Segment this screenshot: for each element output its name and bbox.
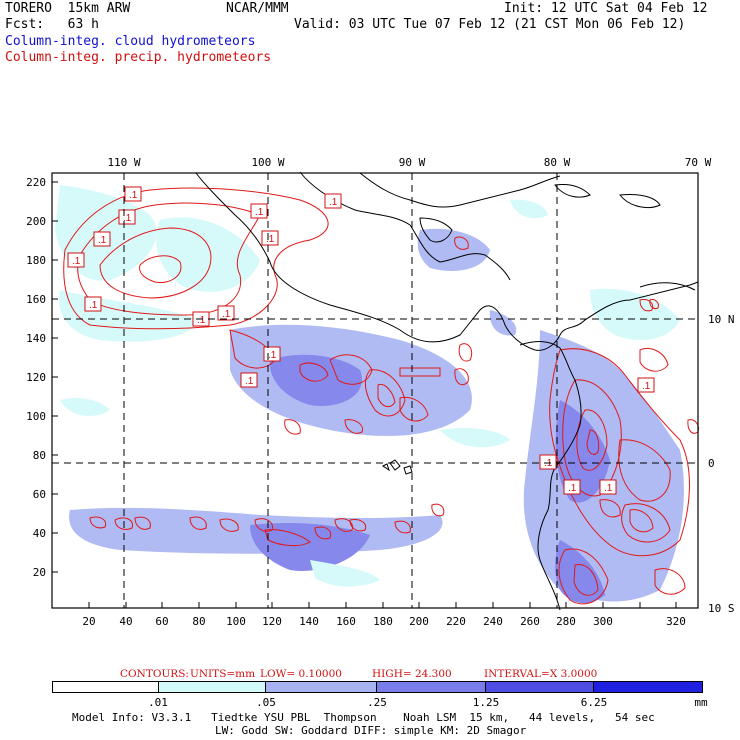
contour-label: .1 xyxy=(93,231,111,247)
x-tick-label: 320 xyxy=(666,615,686,628)
lon-label-90w: 90 W xyxy=(399,156,426,169)
init-time: Init: 12 UTC Sat 04 Feb 12 xyxy=(504,1,708,16)
svg-text:.1: .1 xyxy=(197,315,206,326)
contour-info-units: UNITS=mm xyxy=(190,668,255,680)
svg-text:.1: .1 xyxy=(222,309,231,320)
contour-label: .1 xyxy=(637,377,655,393)
model-title: TORERO 15km ARW xyxy=(5,1,131,16)
y-tick-label: 200 xyxy=(26,215,46,228)
contour-info-high: HIGH= 24.300 xyxy=(372,668,452,680)
svg-text:.1: .1 xyxy=(329,197,338,208)
lon-label-80w: 80 W xyxy=(544,156,571,169)
svg-text:.1: .1 xyxy=(266,234,275,245)
contour-label: .1 xyxy=(124,186,142,202)
y-tick-label: 60 xyxy=(33,488,46,501)
contour-label: .1 xyxy=(324,193,342,209)
lon-label-110w: 110 W xyxy=(107,156,140,169)
colorbar-label: .01 xyxy=(148,696,168,709)
svg-text:.1: .1 xyxy=(268,350,277,361)
x-tick-label: 100 xyxy=(226,615,246,628)
x-tick-label: 80 xyxy=(192,615,205,628)
contour-label: .1 xyxy=(217,305,235,321)
cloud-shading-layer xyxy=(55,185,684,604)
coastline-layer xyxy=(195,171,699,611)
map-frame xyxy=(51,172,699,609)
x-tick-label: 300 xyxy=(593,615,613,628)
colorbar-bin xyxy=(265,681,377,693)
contour-label: .1 xyxy=(84,296,102,312)
contour-label: .1 xyxy=(599,479,617,495)
contour-label: .1 xyxy=(118,209,136,225)
axis-ticks xyxy=(52,181,677,608)
lat-label-0: 0 xyxy=(708,457,715,470)
x-tick-label: 120 xyxy=(262,615,282,628)
contour-info-interval: INTERVAL=X 3.0000 xyxy=(484,668,597,680)
svg-text:.1: .1 xyxy=(89,300,98,311)
y-tick-label: 100 xyxy=(26,410,46,423)
svg-text:.1: .1 xyxy=(245,376,254,387)
org-label: NCAR/MMM xyxy=(226,1,289,16)
latlon-grid xyxy=(52,173,698,608)
contour-info-low: LOW= 0.10000 xyxy=(260,668,342,680)
field-precip-title: Column-integ. precip. hydrometeors xyxy=(5,50,272,65)
svg-text:.1: .1 xyxy=(255,207,264,218)
model-info-line2: LW: Godd SW: Goddard DIFF: simple KM: 2D… xyxy=(215,724,527,737)
colorbar-label: .05 xyxy=(256,696,276,709)
contour-label: .1 xyxy=(563,479,581,495)
valid-time: Valid: 03 UTC Tue 07 Feb 12 (21 CST Mon … xyxy=(294,17,686,32)
colorbar-bin xyxy=(52,681,159,693)
contour-label: .1 xyxy=(67,252,85,268)
colorbar-bin xyxy=(593,681,703,693)
lat-label-10s: 10 S xyxy=(708,602,735,615)
contour-label: .1 xyxy=(250,203,268,219)
colorbar-label: 1.25 xyxy=(472,696,500,709)
svg-text:.1: .1 xyxy=(568,483,577,494)
colorbar-bin xyxy=(485,681,594,693)
colorbar-bin xyxy=(376,681,486,693)
contour-info-contours: CONTOURS: xyxy=(120,668,189,680)
y-tick-label: 180 xyxy=(26,254,46,267)
y-tick-label: 120 xyxy=(26,371,46,384)
y-tick-label: 20 xyxy=(33,566,46,579)
svg-text:.1: .1 xyxy=(123,213,132,224)
contour-label: .1 xyxy=(261,230,279,246)
svg-text:.1: .1 xyxy=(642,381,651,392)
y-tick-label: 160 xyxy=(26,293,46,306)
contour-label: .1 xyxy=(539,454,557,470)
x-tick-label: 280 xyxy=(556,615,576,628)
x-tick-label: 160 xyxy=(336,615,356,628)
y-tick-label: 220 xyxy=(26,176,46,189)
x-tick-label: 40 xyxy=(119,615,132,628)
lon-label-100w: 100 W xyxy=(251,156,284,169)
x-tick-label: 180 xyxy=(373,615,393,628)
x-tick-label: 260 xyxy=(520,615,540,628)
colorbar-bin xyxy=(158,681,266,693)
model-info-line1: Model Info: V3.3.1 Tiedtke YSU PBL Thomp… xyxy=(72,711,655,724)
y-tick-label: 80 xyxy=(33,449,46,462)
x-tick-label: 200 xyxy=(409,615,429,628)
field-cloud-title: Column-integ. cloud hydrometeors xyxy=(5,34,256,49)
svg-text:.1: .1 xyxy=(72,256,81,267)
forecast-hour: Fcst: 63 h xyxy=(5,17,99,32)
svg-text:.1: .1 xyxy=(129,190,138,201)
contour-label: .1 xyxy=(263,346,281,362)
y-tick-label: 40 xyxy=(33,527,46,540)
x-tick-label: 240 xyxy=(483,615,503,628)
lat-label-10n: 10 N xyxy=(708,313,735,326)
svg-text:.1: .1 xyxy=(604,483,613,494)
contour-label: .1 xyxy=(240,372,258,388)
x-tick-label: 20 xyxy=(82,615,95,628)
y-tick-label: 140 xyxy=(26,332,46,345)
x-tick-label: 220 xyxy=(446,615,466,628)
colorbar-label: .25 xyxy=(367,696,387,709)
colorbar-label: 6.25 xyxy=(580,696,608,709)
colorbar-unit: mm xyxy=(694,696,708,709)
lon-label-70w: 70 W xyxy=(685,156,712,169)
svg-text:.1: .1 xyxy=(98,235,107,246)
x-tick-label: 140 xyxy=(299,615,319,628)
x-tick-label: 60 xyxy=(155,615,168,628)
